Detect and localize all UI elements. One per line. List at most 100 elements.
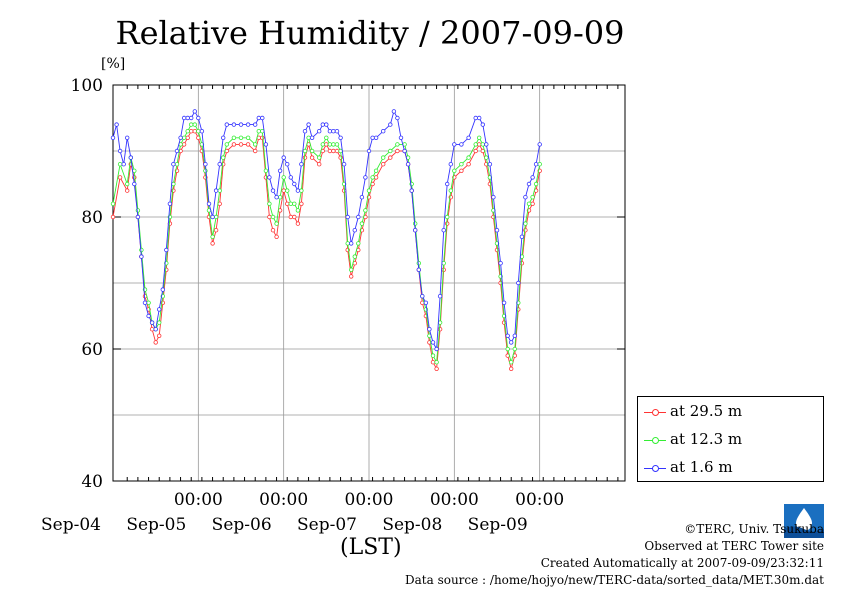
data-point: [509, 340, 514, 345]
data-point: [480, 122, 485, 127]
data-point: [206, 201, 212, 206]
data-point: [309, 155, 315, 160]
data-point: [533, 181, 539, 187]
data-point: [171, 161, 176, 167]
data-point: [188, 122, 194, 127]
x-tick-date-label: Sep-04: [41, 515, 101, 535]
data-point: [359, 194, 365, 200]
data-point: [345, 241, 350, 246]
data-point: [274, 221, 279, 226]
legend: at 29.5 m at 12.3 m at 1.6 m: [637, 396, 824, 482]
data-point: [341, 161, 347, 167]
data-point: [238, 122, 244, 127]
data-point: [430, 353, 436, 358]
data-point: [356, 214, 361, 220]
data-point: [114, 122, 119, 127]
data-point: [352, 254, 357, 259]
terc-logo: [784, 504, 824, 538]
data-point: [295, 221, 301, 226]
data-point: [491, 194, 496, 200]
data-point: [274, 234, 279, 239]
series-1: [110, 128, 542, 371]
data-point: [452, 142, 457, 147]
data-point: [370, 175, 375, 180]
data-point: [220, 135, 226, 140]
data-point: [188, 128, 194, 134]
data-point: [373, 135, 379, 140]
data-point: [270, 227, 276, 233]
data-point: [501, 300, 507, 305]
data-point: [238, 135, 244, 140]
series-line: [112, 130, 541, 371]
data-point: [327, 142, 333, 147]
data-point: [434, 360, 439, 365]
data-point: [146, 313, 151, 319]
data-point: [277, 168, 283, 173]
data-point: [128, 155, 133, 160]
data-point: [295, 208, 301, 213]
data-point: [203, 161, 208, 167]
data-point: [217, 188, 222, 193]
data-point: [331, 148, 336, 154]
data-point: [477, 135, 482, 140]
data-point: [349, 274, 354, 279]
legend-label: at 29.5 m: [670, 402, 743, 420]
data-point: [473, 115, 478, 121]
data-point: [413, 221, 418, 226]
data-point: [245, 135, 251, 140]
data-point: [252, 148, 258, 154]
data-point: [523, 194, 528, 200]
data-point: [156, 320, 162, 325]
data-point: [292, 181, 297, 187]
data-point: [256, 128, 261, 134]
data-point: [288, 201, 293, 206]
data-point: [409, 188, 414, 193]
data-point: [196, 115, 201, 121]
y-axis-unit: [%]: [101, 56, 126, 72]
data-point: [302, 148, 308, 154]
data-point: [484, 155, 489, 160]
data-point: [533, 161, 539, 167]
data-point: [274, 194, 279, 200]
data-point: [359, 221, 365, 226]
data-point: [320, 122, 325, 127]
data-point: [281, 155, 286, 160]
data-point: [185, 135, 190, 140]
data-point: [327, 128, 333, 134]
data-point: [199, 128, 205, 134]
data-point: [388, 122, 393, 127]
data-point: [473, 148, 478, 154]
data-point: [345, 214, 350, 220]
data-point: [117, 161, 123, 167]
series-2: [110, 122, 542, 365]
data-point: [267, 175, 272, 180]
data-point: [530, 201, 535, 206]
x-axis-label: (LST): [340, 535, 402, 560]
data-point: [252, 122, 258, 127]
data-point: [306, 122, 311, 127]
data-point: [224, 122, 229, 127]
data-point: [537, 142, 542, 147]
data-point: [281, 188, 286, 193]
data-point: [466, 155, 471, 160]
data-point: [124, 135, 130, 140]
data-point: [366, 188, 372, 193]
data-point: [231, 122, 237, 127]
data-point: [373, 168, 379, 173]
data-point: [185, 128, 190, 134]
data-point: [309, 135, 315, 140]
data-point: [252, 142, 258, 147]
data-point: [448, 161, 453, 167]
footer-copyright: ©TERC, Univ. Tsukuba: [684, 522, 824, 536]
series-3: [110, 109, 542, 352]
data-point: [220, 155, 226, 160]
data-point: [430, 360, 436, 365]
data-point: [363, 175, 368, 180]
data-point: [210, 214, 215, 220]
data-point: [434, 366, 439, 371]
data-point: [334, 128, 340, 134]
data-point: [505, 333, 510, 338]
data-point: [124, 188, 130, 193]
x-tick-date-label: Sep-06: [212, 515, 272, 535]
data-point: [437, 327, 443, 332]
